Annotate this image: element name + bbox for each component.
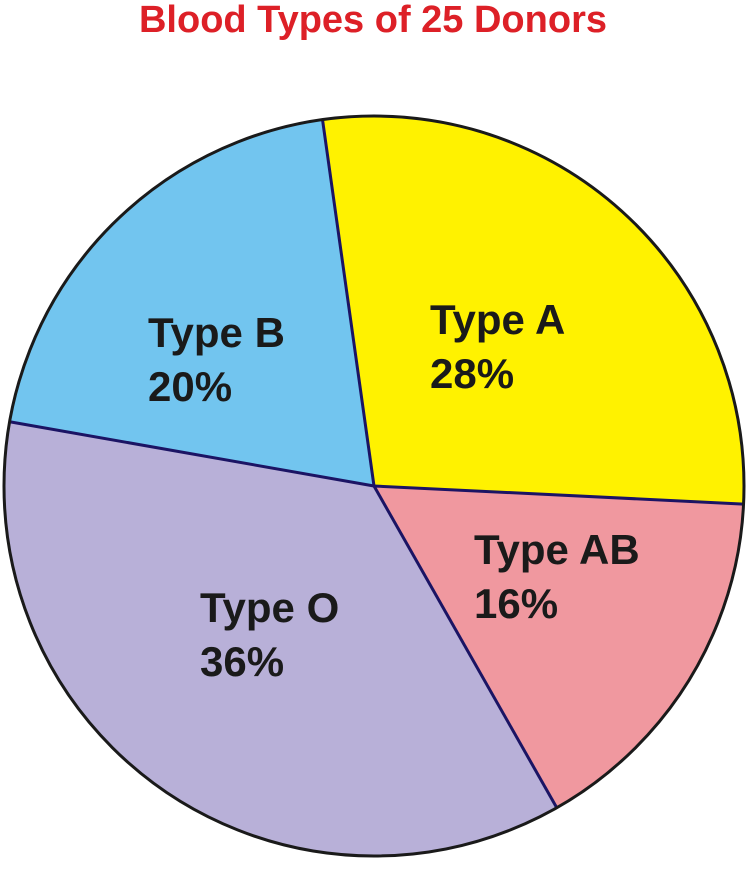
slice-type-a bbox=[322, 116, 744, 505]
divider-line bbox=[321, 119, 376, 487]
divider-line bbox=[9, 420, 375, 488]
slice-value-type-a: 28% bbox=[430, 350, 514, 397]
chart-title: Blood Types of 25 Donors bbox=[138, 0, 607, 41]
divider-line bbox=[372, 485, 559, 809]
slice-label-type-b: Type B bbox=[148, 309, 285, 356]
slice-type-o bbox=[3, 421, 557, 856]
pie-outline bbox=[2, 114, 746, 858]
slice-dividers bbox=[9, 119, 744, 809]
slice-labels: Type A 28% Type AB 16% Type O 36% Type B 20% bbox=[148, 296, 640, 685]
slice-value-type-ab: 16% bbox=[474, 580, 558, 627]
pie-slices bbox=[3, 116, 744, 856]
slice-type-b bbox=[9, 119, 375, 486]
slice-value-type-b: 20% bbox=[148, 363, 232, 410]
slice-label-type-a: Type A bbox=[430, 296, 565, 343]
slice-value-type-o: 36% bbox=[200, 638, 284, 685]
divider-line bbox=[373, 484, 744, 506]
slice-type-ab bbox=[374, 486, 744, 808]
slice-label-type-o: Type O bbox=[200, 584, 339, 631]
slice-label-type-ab: Type AB bbox=[474, 526, 640, 573]
